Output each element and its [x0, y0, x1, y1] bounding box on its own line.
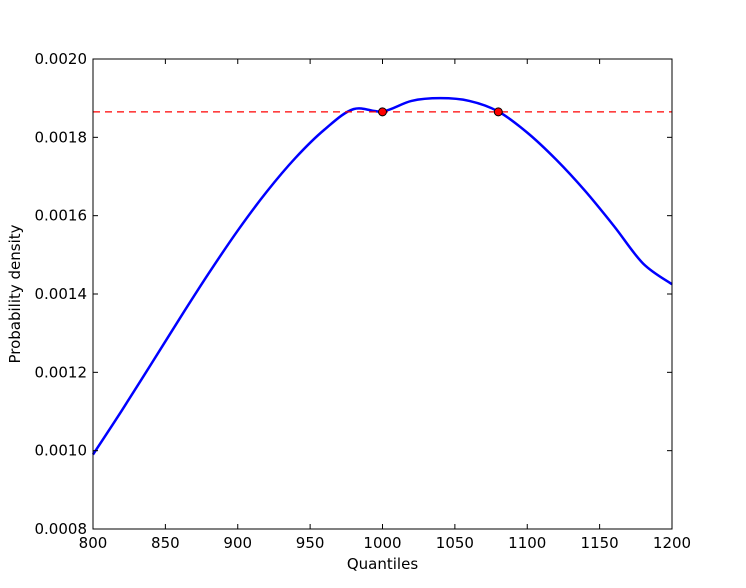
- x-tick-label: 900: [223, 534, 252, 552]
- x-tick-label: 950: [296, 534, 325, 552]
- y-tick-label: 0.0016: [35, 207, 88, 225]
- intersection-point: [378, 107, 387, 117]
- plot-frame: [92, 58, 673, 530]
- y-tick-label: 0.0018: [35, 128, 88, 146]
- density-curve: [91, 96, 673, 456]
- y-tick-label: 0.0010: [35, 442, 88, 460]
- x-axis-label: Quantiles: [347, 555, 418, 573]
- x-tick-label: 850: [151, 534, 180, 552]
- x-tick-label: 800: [79, 534, 108, 552]
- plot-marks: [91, 96, 673, 456]
- y-tick-label: 0.0020: [35, 50, 88, 68]
- y-tick-label: 0.0014: [35, 285, 88, 303]
- x-tick-label: 1050: [436, 534, 474, 552]
- x-tick-label: 1150: [581, 534, 619, 552]
- x-tick-label: 1000: [363, 534, 401, 552]
- intersection-point: [493, 107, 503, 117]
- y-tick-label: 0.0012: [35, 363, 88, 381]
- x-tick-label: 1200: [653, 534, 691, 552]
- y-tick-label: 0.0008: [35, 520, 88, 538]
- x-tick-label: 1100: [508, 534, 546, 552]
- y-axis-label: Probability density: [6, 224, 24, 363]
- axis-ticks: 800 850 900 950 1000 1050 1100 1150 1200 0.0008 0.…: [35, 50, 692, 552]
